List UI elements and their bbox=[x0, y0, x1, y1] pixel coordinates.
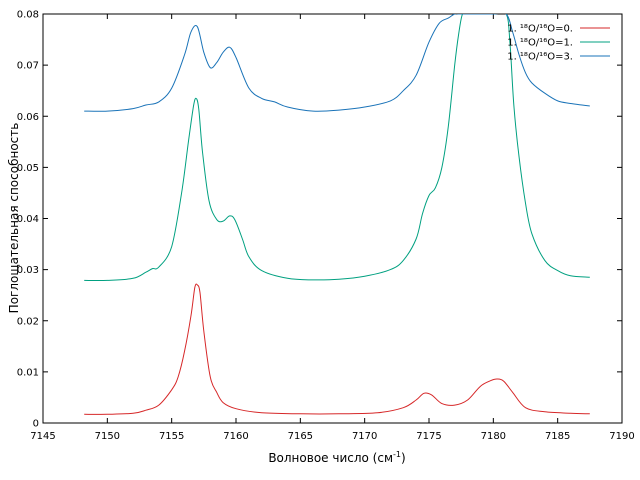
series-line-1 bbox=[84, 14, 590, 282]
y-tick-label: 0.01 bbox=[17, 367, 39, 378]
x-axis-label-main: Волновое число (см bbox=[268, 451, 393, 465]
plot-area: 7145 7150 7155 7160 7165 7170 7175 7180 7185 7190… bbox=[17, 10, 635, 443]
y-tick-label: 0.07 bbox=[17, 61, 39, 72]
x-tick-label: 7170 bbox=[352, 431, 377, 442]
x-axis-label: Волновое число (см-1) bbox=[268, 450, 405, 465]
y-tick-label: 0.03 bbox=[17, 265, 39, 276]
x-tick-label: 7160 bbox=[223, 431, 248, 442]
x-axis-label-sup: -1 bbox=[393, 450, 401, 459]
legend-label-0: 1. ¹⁸O/¹⁶O=0. bbox=[507, 24, 573, 35]
x-tick-label: 7180 bbox=[481, 431, 506, 442]
series-line-2 bbox=[84, 14, 590, 112]
series-line-0 bbox=[84, 283, 590, 415]
y-tick-label: 0.08 bbox=[17, 10, 39, 21]
y-tick-label: 0 bbox=[33, 419, 39, 430]
legend-label-1: 1. ¹⁸O/¹⁶O=1. bbox=[507, 38, 573, 49]
legend: 1. ¹⁸O/¹⁶O=0. 1. ¹⁸O/¹⁶O=1. 1. ¹⁸O/¹⁶O=3. bbox=[507, 24, 610, 63]
y-tick-label: 0.02 bbox=[17, 316, 39, 327]
x-axis-label-tail: ) bbox=[401, 451, 406, 465]
y-tick-label: 0.05 bbox=[17, 163, 39, 174]
x-tick-label: 7185 bbox=[545, 431, 570, 442]
x-tick-label: 7190 bbox=[609, 431, 634, 442]
y-tick-label: 0.06 bbox=[17, 112, 39, 123]
x-tick-label: 7155 bbox=[159, 431, 184, 442]
legend-label-2: 1. ¹⁸O/¹⁶O=3. bbox=[507, 52, 573, 63]
plot-frame bbox=[42, 13, 623, 424]
y-tick-label: 0.04 bbox=[17, 214, 39, 225]
x-tick-label: 7145 bbox=[30, 431, 55, 442]
x-tick-label: 7165 bbox=[288, 431, 313, 442]
y-axis-label: Поглощательная способность bbox=[7, 123, 21, 314]
series-layer bbox=[84, 14, 590, 415]
x-tick-label: 7175 bbox=[416, 431, 441, 442]
x-tick-label: 7150 bbox=[95, 431, 120, 442]
